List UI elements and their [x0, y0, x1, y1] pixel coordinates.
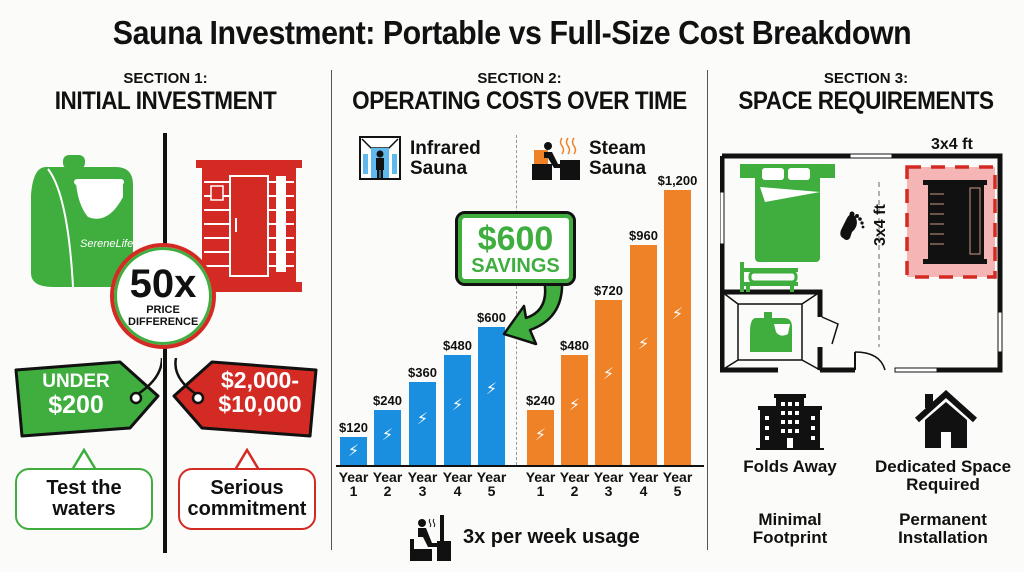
permanent-installation-label: Permanent Installation — [898, 510, 988, 547]
lightning-icon: ⚡︎ — [637, 336, 650, 353]
lightning-icon: ⚡︎ — [534, 426, 547, 444]
savings-amount: $600 — [477, 219, 554, 258]
x-axis-tick: Year 3 — [407, 469, 438, 499]
dedicated-space-label: Dedicated Space Required — [874, 457, 1012, 494]
section1-header: SECTION 1: INITIAL INVESTMENT — [0, 70, 331, 116]
building-icon — [756, 394, 824, 450]
x-axis-tick: Year 2 — [372, 469, 403, 499]
floor-plan — [720, 153, 1003, 373]
x-axis-tick: Year 2 — [559, 469, 590, 499]
bar-value-label: $120 — [339, 420, 368, 435]
full-size-sauna-icon — [196, 160, 302, 292]
lightning-icon: ⚡︎ — [485, 381, 498, 399]
price-multiplier: 50x — [129, 261, 197, 306]
x-axis-tick: Year 3 — [593, 469, 624, 499]
chart-bar: ⚡︎ — [527, 410, 554, 465]
savings-callout: $600 SAVINGS — [455, 211, 576, 286]
legend-infrared-label: Infrared Sauna — [410, 138, 481, 179]
savings-label: SAVINGS — [471, 254, 560, 277]
bar-value-label: $1,200 — [657, 173, 698, 188]
bar-value-label: $960 — [629, 228, 658, 243]
legend-steam-label: Steam Sauna — [589, 138, 647, 179]
x-axis-tick: Year 1 — [338, 469, 369, 499]
lightning-icon: ⚡︎ — [671, 305, 684, 323]
lightning-icon: ⚡︎ — [347, 443, 360, 460]
portable-sauna-icon — [31, 155, 133, 288]
lightning-icon: ⚡︎ — [381, 426, 394, 444]
bar-value-label: $360 — [408, 365, 437, 380]
full-note-bubble: Serious commitment — [178, 468, 316, 530]
portable-note-text: Test the waters — [46, 477, 122, 520]
savings-arrow — [502, 278, 564, 346]
full-price-line1: $2,000- — [220, 367, 299, 393]
chart-bar: ⚡︎ — [444, 355, 471, 465]
bar-value-label: $480 — [443, 338, 472, 353]
section3-label: SECTION 3: — [823, 70, 909, 87]
bar-value-label: $240 — [526, 393, 555, 408]
x-axis-tick: Year 4 — [628, 469, 659, 499]
chart-bar: ⚡︎ — [409, 382, 436, 465]
full-note-text: Serious commitment — [187, 477, 307, 520]
full-price-tag: $2,000- $10,000 — [208, 368, 312, 416]
lightning-icon: ⚡︎ — [568, 396, 581, 414]
chart-bar: ⚡︎ — [340, 437, 367, 465]
chart-bar: ⚡︎ — [664, 190, 691, 465]
dimension-side-label: 3x4 ft — [872, 204, 889, 246]
house-icon — [915, 390, 977, 448]
usage-person-icon — [410, 515, 451, 561]
section3-heading: SPACE REQUIREMENTS — [738, 87, 994, 115]
chart-baseline — [336, 465, 704, 467]
usage-note: 3x per week usage — [463, 526, 640, 548]
price-difference-badge: 50x PRICE DIFFERENCE — [110, 243, 216, 349]
section1-label: SECTION 1: — [123, 70, 208, 87]
bar-value-label: $720 — [594, 283, 623, 298]
chart-bar: ⚡︎ — [374, 410, 401, 465]
full-note-pointer — [233, 448, 261, 471]
price-difference-label: PRICE DIFFERENCE — [128, 303, 199, 328]
portable-price-tag: UNDER $200 — [30, 371, 122, 419]
chart-bar: ⚡︎ — [561, 355, 588, 465]
full-price-tag-shape — [172, 358, 318, 438]
chart-bar: ⚡︎ — [478, 327, 505, 465]
bar-value-label: $240 — [373, 393, 402, 408]
bar-value-label: $600 — [477, 310, 506, 325]
chart-bar: ⚡︎ — [595, 300, 622, 465]
section2-label: SECTION 2: — [477, 70, 562, 87]
steam-sauna-icon — [532, 137, 580, 180]
portable-price-line1: UNDER — [42, 371, 110, 392]
section1-heading: INITIAL INVESTMENT — [54, 87, 277, 115]
x-axis-tick: Year 4 — [442, 469, 473, 499]
lightning-icon: ⚡︎ — [602, 366, 615, 384]
dimension-top-label: 3x4 ft — [931, 136, 973, 153]
x-axis-tick: Year 1 — [525, 469, 556, 499]
infrared-sauna-icon — [359, 136, 401, 180]
page-title: Sauna Investment: Portable vs Full-Size … — [112, 14, 912, 51]
chart-bar: ⚡︎ — [630, 245, 657, 465]
portable-price-tag-shape — [14, 358, 162, 438]
portable-note-pointer — [70, 448, 98, 471]
section2-heading: OPERATING COSTS OVER TIME — [352, 87, 687, 115]
lightning-icon: ⚡︎ — [451, 396, 464, 414]
section2-header: SECTION 2: OPERATING COSTS OVER TIME — [332, 70, 707, 116]
section-divider-1 — [331, 70, 332, 550]
portable-brand-label: SereneLife — [80, 238, 134, 250]
portable-note-bubble: Test the waters — [15, 468, 153, 530]
x-axis-tick: Year 5 — [476, 469, 507, 499]
portable-price-line2: $200 — [48, 390, 104, 419]
folds-away-label: Folds Away — [743, 457, 837, 476]
minimal-footprint-label: Minimal Footprint — [752, 510, 828, 547]
section-divider-2 — [707, 70, 708, 550]
x-axis-tick: Year 5 — [662, 469, 693, 499]
full-price-line2: $10,000 — [218, 391, 302, 418]
lightning-icon: ⚡︎ — [416, 411, 429, 429]
bar-value-label: $480 — [560, 338, 589, 353]
series-divider — [516, 135, 517, 465]
section3-header: SECTION 3: SPACE REQUIREMENTS — [708, 70, 1024, 116]
